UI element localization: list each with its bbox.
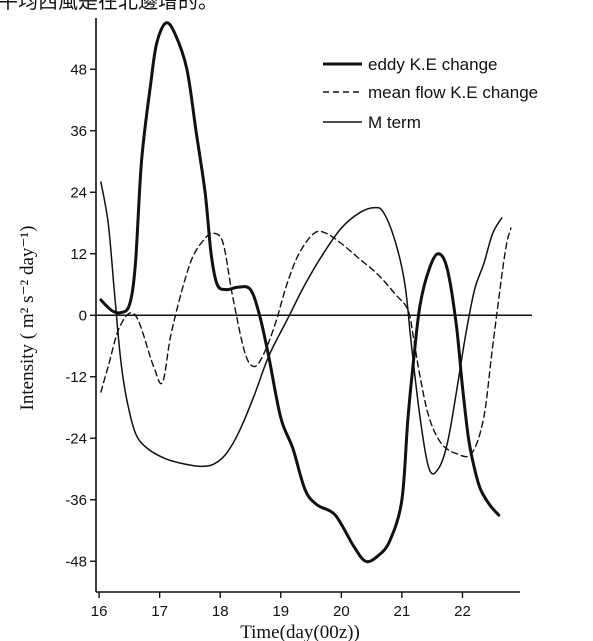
y-axis-label: Intensity ( m² s⁻² day⁻¹) (17, 226, 38, 411)
series-line-2 (100, 181, 503, 475)
series-line-1 (100, 227, 512, 458)
y-tick-label: -24 (65, 430, 87, 447)
y-tick-label: -36 (65, 492, 87, 509)
series-line-0 (99, 21, 501, 564)
y-tick-label: 48 (70, 61, 87, 78)
x-tick-label: 16 (91, 603, 108, 620)
legend-label-0: eddy K.E change (368, 55, 497, 74)
x-tick-label: 22 (454, 603, 471, 620)
y-tick-label: -48 (65, 553, 87, 570)
y-ticks: -48 -36 -24 -12 0 12 24 36 48 (65, 61, 96, 570)
axes (95, 18, 532, 593)
legend: eddy K.E change mean flow K.E change M ter… (323, 55, 538, 132)
x-tick-label: 17 (151, 603, 168, 620)
y-tick-label: 36 (70, 123, 87, 140)
y-tick-label: 24 (70, 184, 87, 201)
series-layer (99, 21, 512, 564)
x-tick-label: 20 (333, 603, 350, 620)
x-tick-label: 21 (394, 603, 411, 620)
x-tick-label: 19 (272, 603, 289, 620)
legend-label-2: M term (368, 113, 421, 132)
y-tick-label: 0 (79, 307, 87, 324)
y-tick-label: -12 (65, 369, 87, 386)
x-ticks: 16 17 18 19 20 21 22 (91, 592, 471, 620)
header-text: 平均西風是在北邊增的。 (0, 0, 218, 13)
legend-label-1: mean flow K.E change (368, 83, 538, 102)
x-axis-label: Time(day(00z)) (240, 622, 360, 641)
x-tick-label: 18 (212, 603, 229, 620)
y-tick-label: 12 (70, 246, 87, 263)
